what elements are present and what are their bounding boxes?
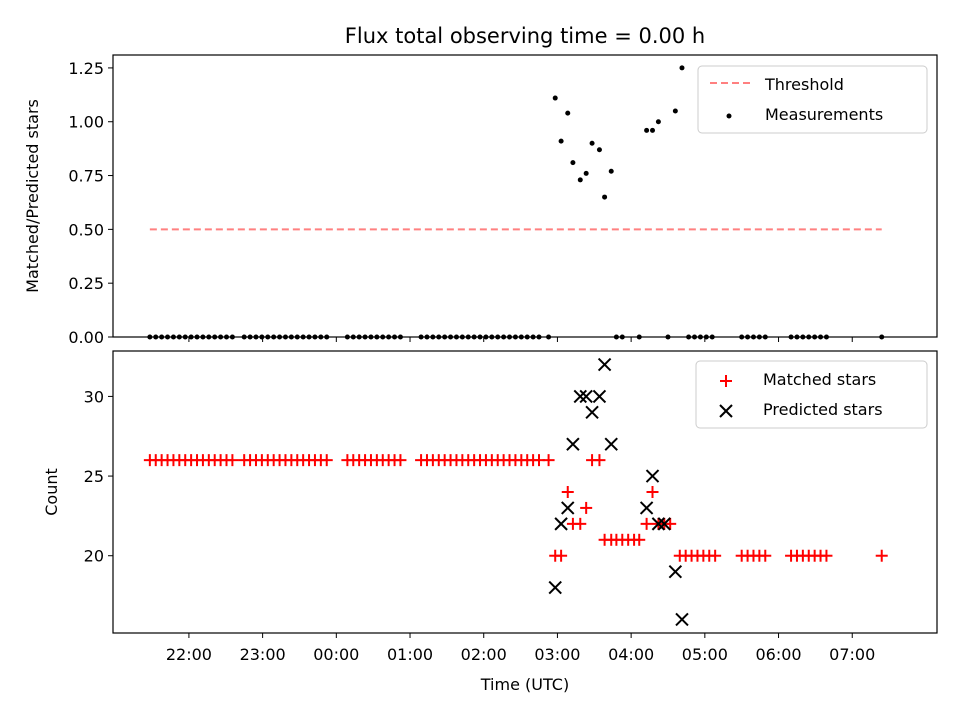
ratio-y-axis-label: Matched/Predicted stars xyxy=(23,99,42,293)
matched-legend-label: Matched stars xyxy=(763,370,876,389)
measurements-legend-icon xyxy=(726,113,732,119)
measurement-point xyxy=(565,110,571,116)
predicted-star-point xyxy=(651,517,666,531)
measurement-point xyxy=(650,127,656,133)
matched-star-point xyxy=(542,454,555,467)
x-tick-label: 02:00 xyxy=(461,645,507,664)
counts-legend-box xyxy=(695,360,928,429)
ratio-y-tick-label: 1.25 xyxy=(68,59,104,78)
matched-star-point xyxy=(820,549,833,562)
x-tick-label: 07:00 xyxy=(829,645,875,664)
ratio-y-tick-label: 1.00 xyxy=(68,113,104,132)
measurement-point xyxy=(552,95,558,101)
matched-star-point xyxy=(555,549,568,562)
measurement-point xyxy=(596,147,602,153)
measurement-point xyxy=(672,108,678,114)
measurement-point xyxy=(679,65,685,71)
measurement-point xyxy=(608,168,614,174)
predicted-star-point xyxy=(561,501,575,515)
measurements-legend-label: Measurements xyxy=(765,105,883,124)
matched-star-point xyxy=(593,454,606,467)
measurement-point xyxy=(558,138,564,144)
ratio-y-tick-label: 0.50 xyxy=(68,220,104,239)
matched-star-point xyxy=(875,549,888,562)
predicted-star-point xyxy=(668,564,683,579)
measurement-point xyxy=(602,194,608,200)
predicted-legend-label: Predicted stars xyxy=(763,400,883,419)
measurement-point xyxy=(577,177,583,183)
ratio-y-tick-label: 0.00 xyxy=(68,328,104,347)
matched-star-point xyxy=(580,501,593,514)
matched-star-point xyxy=(226,454,239,467)
x-tick-label: 23:00 xyxy=(240,645,286,664)
predicted-star-point xyxy=(554,517,568,531)
ratio-legend: Threshold Measurements xyxy=(697,65,928,134)
counts-legend: Matched stars Predicted stars xyxy=(695,360,928,429)
matched-star-point xyxy=(394,454,407,467)
ratio-axes-frame xyxy=(112,54,938,338)
ratio-legend-box xyxy=(697,65,928,134)
counts-y-tick-label: 25 xyxy=(84,467,104,486)
predicted-star-point xyxy=(566,437,580,451)
matched-star-point xyxy=(646,486,659,498)
predicted-star-point xyxy=(579,389,593,404)
x-tick-label: 05:00 xyxy=(682,645,728,664)
predicted-star-point xyxy=(597,357,612,372)
counts-y-axis-label: Count xyxy=(42,468,61,516)
x-tick-label: 03:00 xyxy=(534,645,580,664)
measurement-point xyxy=(644,127,650,133)
matched-star-point xyxy=(759,549,772,562)
x-tick-label: 04:00 xyxy=(608,645,654,664)
matched-star-point xyxy=(640,517,653,530)
predicted-star-point xyxy=(639,501,654,515)
ratio-y-tick-label: 0.75 xyxy=(68,167,104,186)
measurement-point xyxy=(589,140,595,146)
x-tick-label: 01:00 xyxy=(387,645,433,664)
matched-star-point xyxy=(320,454,333,467)
threshold-legend-label: Threshold xyxy=(764,75,844,94)
matched-legend-icon xyxy=(720,375,732,387)
predicted-legend-icon xyxy=(719,404,733,418)
measurement-point xyxy=(583,170,589,176)
counts-panel: 20 25 30 22:00 23:00 00:00 01:00 02:00 03:00 04:… xyxy=(42,350,938,694)
predicted-star-point xyxy=(592,389,607,404)
matched-star-point xyxy=(709,549,722,562)
x-tick-label: 00:00 xyxy=(313,645,359,664)
predicted-star-point xyxy=(657,517,672,531)
predicted-star-point xyxy=(548,580,562,595)
predicted-star-point xyxy=(573,389,587,404)
matched-star-point xyxy=(664,517,677,530)
matched-star-point xyxy=(574,517,587,530)
measurement-point xyxy=(655,119,661,125)
counts-y-tick-label: 30 xyxy=(84,387,104,406)
predicted-star-point xyxy=(604,437,618,451)
ratio-panel: 0.00 0.25 0.50 0.75 1.00 1.25 Matched/Predict… xyxy=(23,54,938,347)
x-tick-label: 22:00 xyxy=(166,645,212,664)
chart-title: Flux total observing time = 0.00 h xyxy=(345,24,705,48)
measurement-point xyxy=(570,160,576,166)
x-tick-label: 06:00 xyxy=(755,645,801,664)
ratio-y-tick-label: 0.25 xyxy=(68,274,104,293)
predicted-star-point xyxy=(645,469,660,483)
matched-star-point xyxy=(633,533,646,546)
predicted-star-point xyxy=(585,405,599,420)
counts-axes-frame xyxy=(112,350,938,634)
predicted-star-point xyxy=(675,612,689,627)
counts-y-tick-label: 20 xyxy=(84,547,104,566)
x-axis-label: Time (UTC) xyxy=(480,675,569,694)
matched-star-point xyxy=(561,486,574,498)
